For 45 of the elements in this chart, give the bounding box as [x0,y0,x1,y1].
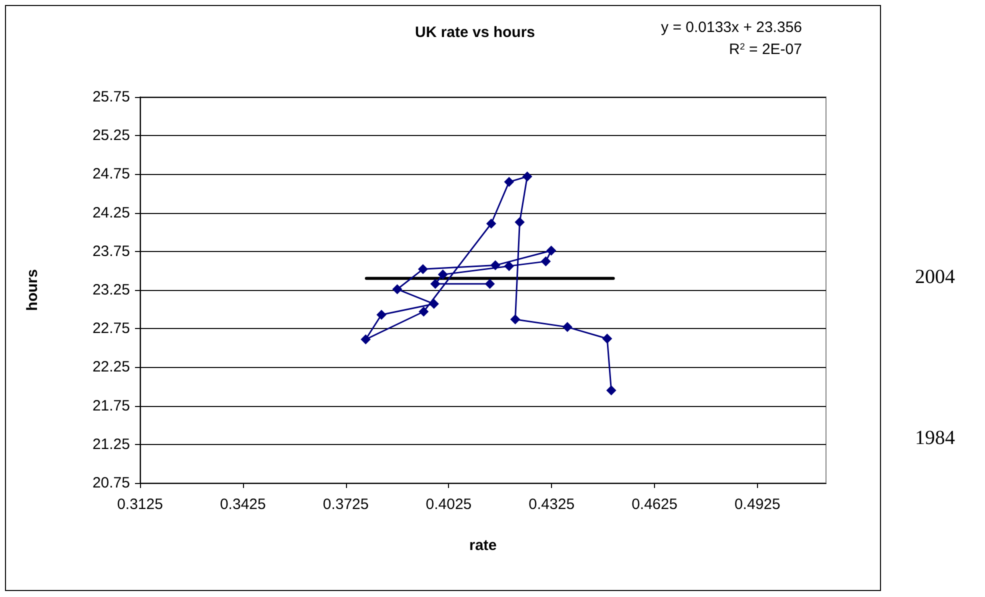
point [504,176,514,187]
chart-title: UK rate vs hours [414,24,536,41]
x-tick-label: 0.4925 [734,496,780,513]
x-axis-title: rate [469,537,497,554]
point [504,261,514,272]
text: 1984 [915,427,955,449]
point [522,172,532,182]
y-tick-label: 22.75 [92,320,130,338]
x-tick-label: 0.3725 [322,496,369,513]
point [438,270,448,280]
x-tick-label: 0.4025 [426,496,472,513]
y-tick-label: 25.75 [92,88,130,106]
point [490,260,500,270]
y-tick-label: 20.75 [92,474,130,492]
y-tick-label: 23.25 [92,282,130,298]
text: y = 0.0133x + 23.356 [661,19,802,36]
x-tick-label: 0.4625 [632,496,678,513]
point [360,334,371,344]
y-tick-label: 21.25 [92,436,130,453]
point [540,256,551,266]
point [392,284,402,294]
y-tick-label: 24.75 [92,166,130,183]
point [546,246,556,256]
y-tick-label: 21.75 [92,397,130,414]
y-tick-label: 25.25 [92,127,130,144]
text: 2004 [915,266,955,288]
point [484,278,495,289]
point [486,218,496,229]
y-axis-title: hours [24,269,41,311]
x-tick-label: 0.3425 [220,496,266,513]
point [418,306,429,317]
point [514,217,525,228]
y-tick-label: 22.25 [92,358,130,376]
point [602,334,612,344]
x-tick-label: 0.4325 [528,496,575,513]
point [606,385,616,396]
point [562,322,572,332]
point [418,264,428,274]
y-tick-label: 24.25 [92,204,130,222]
point [510,314,520,324]
x-tick-label: 0.3125 [117,496,163,513]
point [430,278,440,289]
y-tick-label: 23.75 [92,242,130,260]
point [376,310,386,320]
point [428,298,439,309]
